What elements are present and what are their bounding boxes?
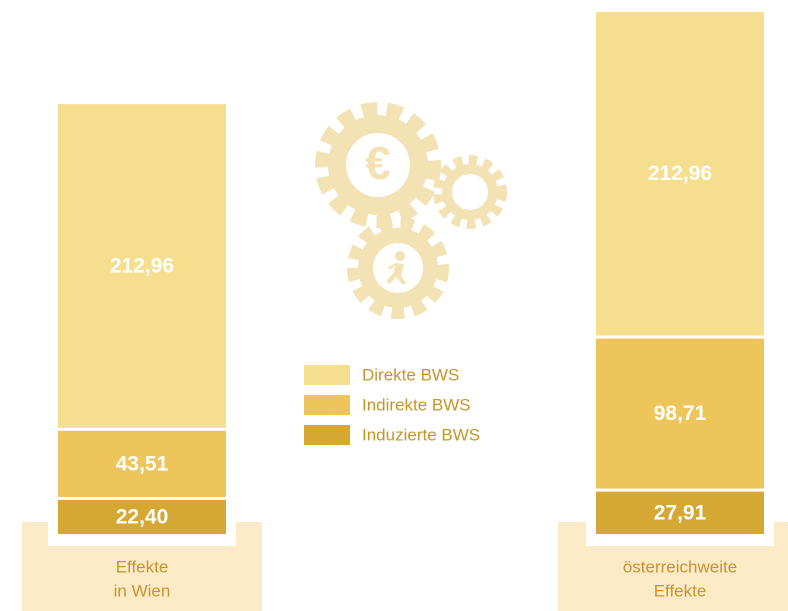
category-label: österreichweite <box>623 557 737 576</box>
value-label: 27,91 <box>654 501 707 524</box>
legend-label: Induzierte BWS <box>362 425 480 444</box>
svg-text:€: € <box>365 137 391 189</box>
gear-icons: € <box>326 113 500 310</box>
legend-label: Indirekte BWS <box>362 395 471 414</box>
chart: € Direkte BWS Indirekte BWS Induzierte BWS… <box>0 0 788 611</box>
legend: Direkte BWS Indirekte BWS Induzierte BWS <box>304 365 480 445</box>
value-label: 43,51 <box>116 452 169 475</box>
category-label: in Wien <box>114 581 171 600</box>
category-label: Effekte <box>116 557 169 576</box>
value-label: 22,40 <box>116 506 169 529</box>
value-label: 212,96 <box>648 162 712 185</box>
value-label: 212,96 <box>110 255 174 278</box>
legend-swatch <box>304 365 350 385</box>
category-label: Effekte <box>654 581 707 600</box>
legend-swatch <box>304 395 350 415</box>
legend-swatch <box>304 425 350 445</box>
legend-label: Direkte BWS <box>362 365 459 384</box>
value-label: 98,71 <box>654 402 707 425</box>
